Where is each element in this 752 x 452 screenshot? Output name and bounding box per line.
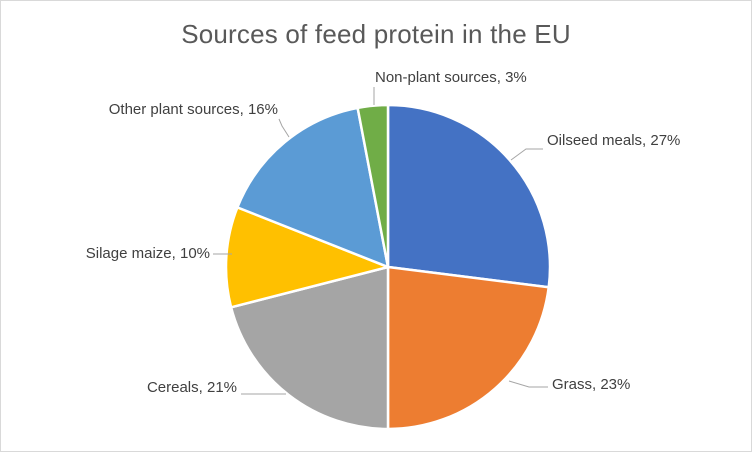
data-label: Non-plant sources, 3% (375, 69, 527, 86)
pie-slice-oilseed-meals (386, 103, 552, 289)
data-label: Grass, 23% (552, 376, 630, 393)
pie-slice-non-plant-sources (356, 103, 390, 269)
pie-slice-other-plant-sources (236, 106, 390, 269)
data-label: Other plant sources, 16% (109, 101, 278, 118)
leader-line (278, 118, 290, 138)
leader-line (508, 380, 548, 388)
leader-line (510, 148, 543, 161)
pie-slice-cereals (229, 265, 390, 431)
pie-slice-grass (386, 265, 550, 431)
data-label: Cereals, 21% (147, 379, 237, 396)
data-label: Oilseed meals, 27% (547, 132, 680, 149)
data-label: Silage maize, 10% (86, 245, 210, 262)
pie-slice-silage-maize (224, 206, 390, 309)
chart-title: Sources of feed protein in the EU (181, 19, 571, 49)
